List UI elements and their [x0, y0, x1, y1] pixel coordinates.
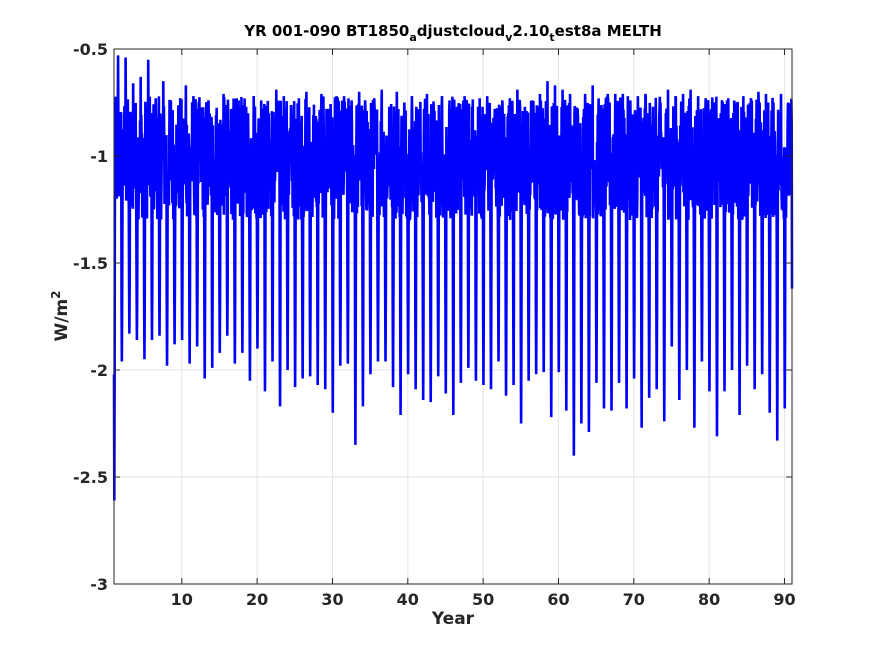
x-tick-label: 20: [246, 590, 268, 609]
y-axis-label: W/m2: [49, 290, 72, 341]
y-tick-label: -1.5: [73, 254, 108, 273]
x-tick-label: 50: [472, 590, 494, 609]
title-part-4: est8a MELTH: [555, 22, 662, 40]
title-sub-2: v: [505, 31, 513, 44]
x-tick-label: 10: [171, 590, 193, 609]
title-part-2: djustcloud: [417, 22, 505, 40]
axis-ticks: 10 20 30 40 50 60 70 80 90 -3 -2.5 -2 -1.5 -1 -0.5: [73, 40, 796, 609]
title-sub-3: t: [549, 31, 554, 44]
x-tick-label: 70: [623, 590, 645, 609]
y-tick-label: -1: [90, 147, 108, 166]
y-tick-label: -3: [90, 575, 108, 594]
x-tick-label: 40: [397, 590, 419, 609]
title-part-1: YR 001-090 BT1850: [243, 22, 409, 40]
x-tick-label: 60: [547, 590, 569, 609]
y-tick-label: -0.5: [73, 40, 108, 59]
x-tick-label: 90: [773, 590, 795, 609]
x-axis-label: Year: [431, 609, 475, 629]
plot-border: [113, 48, 793, 585]
y-axis-label-exponent: 2: [49, 290, 63, 298]
title-part-3: 2.10: [512, 22, 549, 40]
title-sub-1: a: [409, 31, 416, 44]
y-tick-label: -2: [90, 361, 108, 380]
y-axis-label-base: W/m: [52, 299, 72, 342]
x-tick-label: 30: [321, 590, 343, 609]
x-tick-label: 80: [698, 590, 720, 609]
chart-title: YR 001-090 BT1850adjustcloudv2.10test8a …: [243, 22, 662, 44]
melth-series: [112, 55, 794, 501]
y-tick-label: -2.5: [73, 468, 108, 487]
melth-series-line: [112, 55, 794, 501]
